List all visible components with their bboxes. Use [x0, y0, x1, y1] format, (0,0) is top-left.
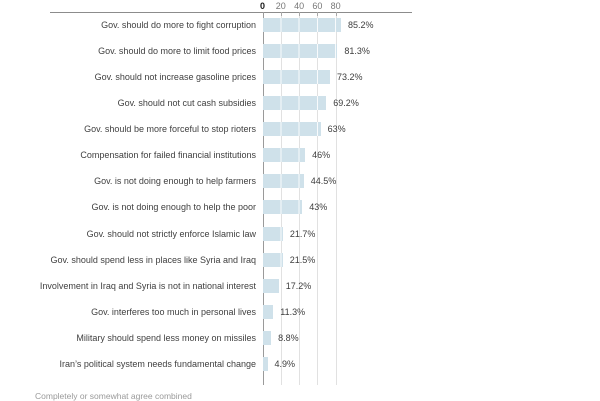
- value-label: 8.8%: [278, 332, 299, 343]
- value-label: 63%: [327, 124, 346, 135]
- axis-tick-label: 60: [312, 1, 323, 11]
- category-label: Gov. should not strictly enforce Islamic…: [86, 228, 256, 239]
- category-label: Gov. is not doing enough to help farmers: [94, 176, 256, 187]
- category-label: Gov. should not cut cash subsidies: [117, 98, 256, 108]
- value-label: 73.2%: [337, 71, 363, 82]
- bar: [263, 278, 279, 293]
- value-label: 4.9%: [274, 359, 296, 369]
- value-label: 85.2%: [348, 19, 374, 30]
- bar: [263, 148, 306, 163]
- bar: [263, 226, 283, 241]
- category-label: Gov. should be more forceful to stop rio…: [84, 124, 256, 135]
- bar: [263, 252, 283, 267]
- axis-tick-label: 20: [275, 1, 286, 11]
- bar: [263, 69, 330, 84]
- bar: [263, 357, 268, 371]
- value-label: 43%: [309, 202, 328, 213]
- bar: [263, 200, 303, 215]
- value-label: 44.5%: [310, 176, 337, 187]
- zero-baseline: [262, 12, 264, 385]
- category-label: Gov. should not increase gasoline prices: [94, 71, 256, 82]
- value-label: 17.2%: [285, 280, 312, 291]
- footnote: Completely or somewhat agree combined: [35, 391, 192, 401]
- category-label: Compensation for failed financial instit…: [80, 150, 256, 161]
- value-label: 11.3%: [280, 306, 306, 317]
- category-label: Gov. interferes too much in personal liv…: [91, 306, 256, 317]
- top-axis-line: [50, 12, 412, 13]
- value-label: 46%: [312, 150, 331, 161]
- category-label: Gov. should do more to fight corruption: [101, 19, 256, 30]
- category-label: Involvement in Iraq and Syria is not in …: [39, 280, 256, 291]
- bar: [263, 96, 327, 110]
- axis-tick-label: 40: [294, 1, 305, 11]
- gridline: [335, 12, 337, 385]
- bar: [263, 43, 338, 58]
- axis-tick-label: 0: [259, 1, 265, 11]
- value-label: 81.3%: [344, 45, 370, 56]
- value-label: 69.2%: [333, 98, 359, 108]
- axis-tick-mark: [280, 12, 282, 16]
- axis-tick-mark: [335, 12, 337, 16]
- gridline: [299, 12, 301, 385]
- category-label: Gov. is not doing enough to help the poo…: [91, 202, 256, 213]
- bar: [263, 174, 304, 189]
- category-label: Iran’s political system needs fundamenta…: [59, 359, 256, 369]
- value-label: 21.5%: [289, 254, 316, 265]
- category-label: Gov. should spend less in places like Sy…: [50, 254, 256, 265]
- bar: [263, 122, 321, 137]
- gridline: [317, 12, 319, 385]
- category-label: Gov. should do more to limit food prices: [98, 45, 256, 56]
- category-label: Military should spend less money on miss…: [76, 332, 256, 343]
- bar: [263, 304, 274, 319]
- axis-tick-mark: [317, 12, 319, 16]
- bar: [263, 330, 272, 345]
- gridline: [280, 12, 282, 385]
- axis-tick-label: 80: [330, 1, 341, 11]
- value-label: 21.7%: [289, 228, 316, 239]
- axis-tick-mark: [299, 12, 301, 16]
- bar: [263, 17, 341, 32]
